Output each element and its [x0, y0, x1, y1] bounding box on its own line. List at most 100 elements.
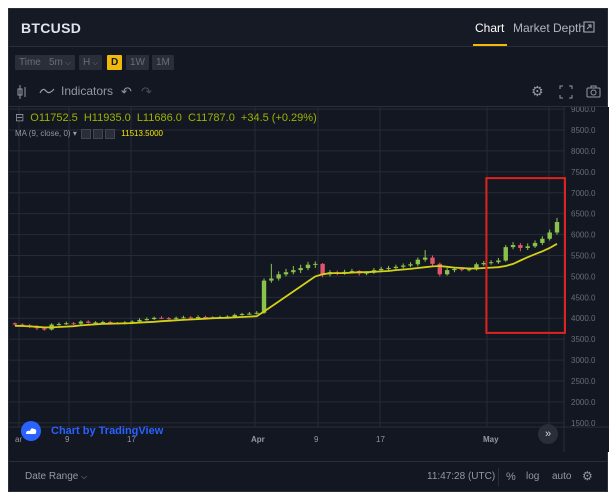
candle-body: [108, 322, 113, 324]
y-tick-label: 4500.0: [571, 293, 596, 302]
candle-body: [151, 317, 157, 320]
auto-toggle[interactable]: auto: [552, 471, 572, 482]
candle-body: [386, 268, 391, 270]
ohlc-low: L11686.0: [136, 112, 182, 124]
candle-body: [488, 262, 494, 264]
undo-icon[interactable]: ↶: [121, 84, 132, 99]
settings-mini-icon[interactable]: [93, 129, 104, 139]
watermark-label: Chart by TradingView: [51, 425, 164, 437]
y-tick-label: 5500.0: [571, 251, 596, 260]
y-tick-label: 7500.0: [571, 168, 596, 177]
x-tick-label: 17: [127, 435, 136, 444]
close-icon[interactable]: [105, 129, 116, 139]
candle-body: [547, 232, 552, 239]
candle-body: [525, 246, 530, 248]
candlestick-icon[interactable]: [17, 85, 27, 99]
candle-body: [444, 270, 450, 275]
ohlc-open: O11752.5: [30, 112, 78, 124]
candle-body: [393, 266, 399, 269]
y-tick-label: 8500.0: [571, 126, 596, 135]
y-tick-label: 1500.0: [571, 419, 596, 428]
fullscreen-icon[interactable]: [559, 85, 573, 99]
eye-icon[interactable]: [81, 129, 92, 139]
candle-body: [415, 259, 421, 265]
chart-background: [9, 107, 609, 452]
candle-body: [56, 324, 62, 326]
interval-week[interactable]: 1W: [126, 55, 149, 70]
chart-footer: Date Range ⌵ 11:47:28 (UTC) % log auto ⚙: [9, 461, 607, 491]
candle-body: [247, 313, 252, 315]
candle-body: [173, 317, 179, 319]
y-tick-label: 5000.0: [571, 272, 596, 281]
tradingview-watermark[interactable]: Chart by TradingView: [21, 420, 163, 442]
redo-icon[interactable]: ↷: [141, 84, 152, 99]
percent-toggle[interactable]: %: [506, 471, 516, 483]
tab-chart[interactable]: Chart: [475, 21, 505, 35]
candle-body: [510, 245, 516, 248]
indicators-label: Indicators: [61, 84, 114, 98]
interval-label: 1M: [156, 57, 170, 68]
candle-body: [364, 272, 369, 274]
interval-hours-dropdown[interactable]: H ⌵: [79, 55, 103, 70]
chevron-down-icon: ⌵: [92, 58, 99, 67]
divider: [498, 468, 499, 486]
interval-toolbar: Time 5m ⌵ H ⌵ D 1W 1M: [9, 47, 607, 77]
candle-body: [518, 245, 523, 248]
cloud-icon: [21, 421, 41, 441]
candle-body: [239, 314, 245, 316]
date-range-dropdown[interactable]: Date Range ⌵: [25, 471, 87, 482]
y-tick-label: 2500.0: [571, 377, 596, 386]
interval-month[interactable]: 1M: [152, 55, 174, 70]
indicators-button[interactable]: Indicators: [39, 84, 113, 98]
candle-body: [283, 272, 289, 275]
ohlc-high: H11935.0: [83, 112, 131, 124]
candle-body: [261, 280, 267, 313]
candle-body: [269, 278, 274, 281]
candle-body: [422, 257, 428, 260]
chevron-down-icon: ⌵: [64, 58, 71, 67]
candle-body: [71, 323, 76, 325]
candle-body: [349, 270, 355, 272]
ohlc-change: +34.5 (+0.29%): [240, 112, 317, 124]
log-toggle[interactable]: log: [526, 471, 540, 482]
candle-body: [203, 316, 208, 318]
interval-time[interactable]: Time: [15, 55, 45, 70]
camera-icon[interactable]: [586, 85, 601, 98]
candle-body: [430, 257, 435, 264]
date-range-label: Date Range: [25, 471, 79, 482]
ohlc-close: C11787.0: [187, 112, 235, 124]
moving-average-line: [14, 243, 558, 329]
scroll-to-realtime-button[interactable]: »: [538, 424, 558, 444]
price-chart[interactable]: 9000.0 8500.0 8000.0 7500.0 7000.0 6500.0 6000…: [9, 107, 609, 452]
y-tick-label: 9000.0: [571, 107, 596, 114]
utc-clock[interactable]: 11:47:28 (UTC): [427, 471, 496, 482]
candle-body: [298, 268, 303, 271]
candle-body: [291, 270, 296, 273]
candle-body: [78, 321, 84, 324]
y-tick-label: 7000.0: [571, 189, 596, 198]
y-tick-label: 2000.0: [571, 398, 596, 407]
chevron-down-icon[interactable]: ▾: [72, 129, 77, 139]
candle-body: [100, 322, 106, 324]
interval-label: D: [111, 57, 119, 68]
candle-body: [554, 222, 560, 233]
interval-day[interactable]: D: [107, 55, 123, 70]
expand-icon[interactable]: [583, 21, 595, 33]
candle-body: [320, 263, 325, 275]
ohlc-legend: ⊟ O11752.5 H11935.0 L11686.0 C11787.0 +3…: [15, 111, 320, 124]
candle-body: [459, 268, 464, 270]
y-tick-label: 6000.0: [571, 231, 596, 240]
indicators-wave-icon: [39, 88, 55, 94]
interval-minutes-dropdown[interactable]: 5m ⌵: [45, 55, 75, 70]
gear-icon[interactable]: ⚙: [582, 469, 593, 483]
x-tick-label: 9: [314, 435, 319, 444]
tab-market-depth[interactable]: Market Depth: [513, 21, 586, 35]
gear-icon[interactable]: ⚙: [531, 83, 544, 99]
symbol-title: BTCUSD: [21, 20, 82, 36]
candle-body: [12, 323, 18, 325]
chart-area[interactable]: 9000.0 8500.0 8000.0 7500.0 7000.0 6500.0 6000…: [9, 107, 609, 452]
x-tick-label: 17: [376, 435, 385, 444]
collapse-legend-icon[interactable]: ⊟: [15, 112, 25, 124]
chart-toolbar: Indicators ↶ ↷ ⚙: [9, 77, 607, 107]
interval-label: H: [83, 57, 91, 68]
